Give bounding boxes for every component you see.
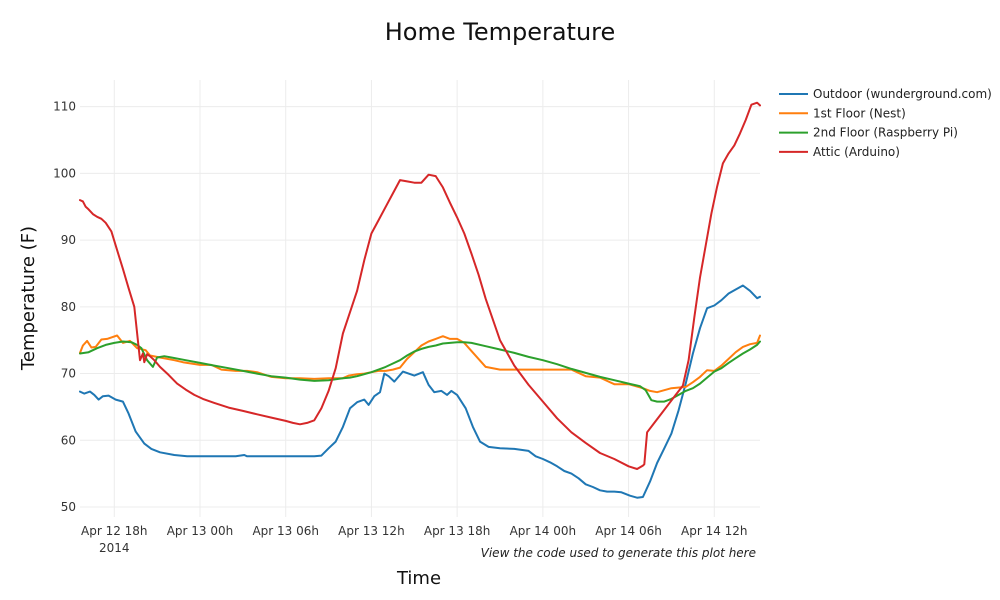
y-tick-label: 70	[61, 367, 76, 381]
legend: Outdoor (wunderground.com) 1st Floor (Nes…	[779, 87, 992, 159]
x-tick-label: Apr 13 00h	[167, 524, 234, 538]
series-line	[79, 101, 761, 470]
code-link-annotation[interactable]: View the code used to generate this plot…	[481, 546, 756, 560]
x-tick-label: Apr 13 06h	[252, 524, 319, 538]
x-tick-label: Apr 14 12h	[681, 524, 748, 538]
y-tick-label: 80	[61, 300, 76, 314]
x-axis-ticks: Apr 12 18h 2014 Apr 13 00h Apr 13 06h Apr 13…	[81, 524, 748, 555]
gridlines	[80, 80, 760, 517]
x-tick-label: Apr 13 12h	[338, 524, 405, 538]
series-line	[79, 334, 761, 394]
series-lines	[79, 101, 761, 499]
legend-item-label[interactable]: 2nd Floor (Raspberry Pi)	[813, 126, 958, 140]
y-tick-label: 90	[61, 233, 76, 247]
x-axis-title: Time	[396, 568, 441, 589]
y-axis-title: Temperature (F)	[18, 226, 39, 371]
y-tick-label: 50	[61, 500, 76, 514]
legend-item-label[interactable]: Attic (Arduino)	[813, 145, 900, 159]
x-tick-sublabel: 2014	[99, 541, 130, 555]
legend-item-label[interactable]: 1st Floor (Nest)	[813, 106, 906, 120]
series-line	[79, 340, 761, 403]
legend-item-label[interactable]: Outdoor (wunderground.com)	[813, 87, 992, 101]
x-tick-label: Apr 14 00h	[510, 524, 577, 538]
x-tick-label: Apr 12 18h	[81, 524, 148, 538]
y-tick-label: 100	[53, 166, 76, 180]
x-tick-label: Apr 14 06h	[595, 524, 662, 538]
y-tick-label: 60	[61, 433, 76, 447]
y-tick-label: 110	[53, 100, 76, 114]
x-tick-label: Apr 13 18h	[424, 524, 491, 538]
series-line	[79, 284, 761, 499]
chart-title: Home Temperature	[385, 18, 616, 46]
y-axis-ticks: 50 60 70 80 90 100 110	[53, 100, 76, 514]
